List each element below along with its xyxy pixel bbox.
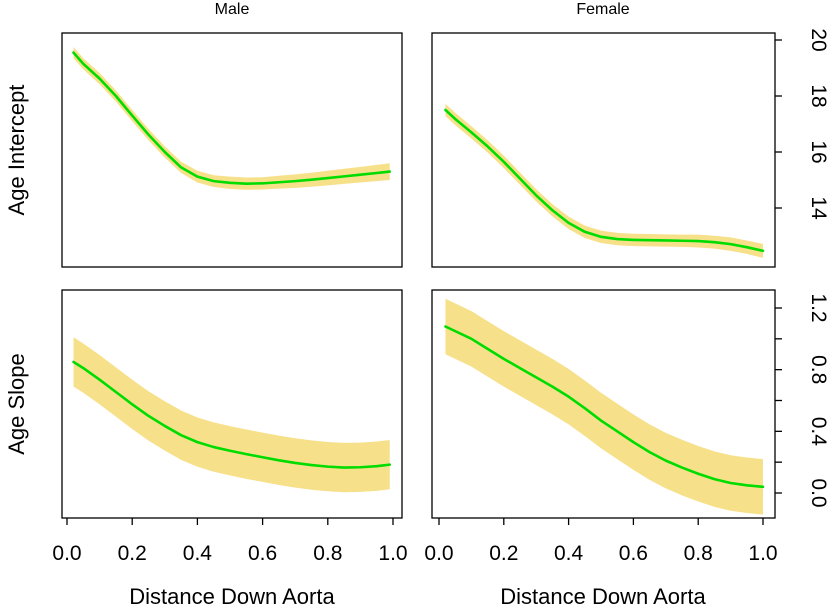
y-tick-label: 0.0 xyxy=(807,478,830,507)
x-tick-label: 0.2 xyxy=(489,542,518,565)
x-tick-label: 0.0 xyxy=(424,542,453,565)
x-tick-label: 0.4 xyxy=(554,542,584,565)
panel-title-female: Female xyxy=(576,1,630,18)
x-axis-label-female-column: Distance Down Aorta xyxy=(500,584,706,609)
x-tick-label: 1.0 xyxy=(748,542,777,565)
x-tick-label: 0.6 xyxy=(619,542,648,565)
y-tick-label: 0.4 xyxy=(807,417,830,447)
fitted-line-female-age-slope xyxy=(444,325,765,489)
confidence-band-female-age-slope xyxy=(445,298,763,515)
panel-frame-female-row0 xyxy=(431,32,776,268)
y-tick-label: 14 xyxy=(807,196,830,220)
x-tick-label: 1.0 xyxy=(378,542,407,565)
y-tick-label: 1.2 xyxy=(807,293,830,322)
x-tick-label: 0.8 xyxy=(313,542,342,565)
fitted-line-male-age-intercept xyxy=(72,51,392,185)
x-axis-label-male-column: Distance Down Aorta xyxy=(129,584,335,609)
fitted-line-male-age-slope xyxy=(72,360,392,469)
panel-frame-male-row1 xyxy=(61,289,403,519)
panel-frame-female-row1 xyxy=(431,289,776,519)
y-axis-label-age-slope: Age Slope xyxy=(4,353,29,455)
x-tick-label: 0.2 xyxy=(118,542,147,565)
x-tick-label: 0.6 xyxy=(248,542,277,565)
fitted-line-female-age-intercept xyxy=(444,108,765,253)
confidence-band-male-age-slope xyxy=(73,337,390,493)
confidence-band-male-age-intercept xyxy=(73,47,390,190)
x-tick-label: 0.8 xyxy=(684,542,713,565)
y-tick-label: 0.8 xyxy=(807,355,830,384)
x-tick-label: 0.4 xyxy=(183,542,213,565)
y-tick-label: 18 xyxy=(807,84,830,107)
y-axis-label-age-intercept: Age Intercept xyxy=(4,84,29,216)
y-tick-label: 20 xyxy=(807,28,830,51)
y-tick-label: 16 xyxy=(807,140,830,163)
confidence-band-female-age-intercept xyxy=(445,103,763,258)
panel-frame-male-row0 xyxy=(61,32,403,268)
panel-title-male: Male xyxy=(214,1,250,18)
x-tick-label: 0.0 xyxy=(52,542,81,565)
